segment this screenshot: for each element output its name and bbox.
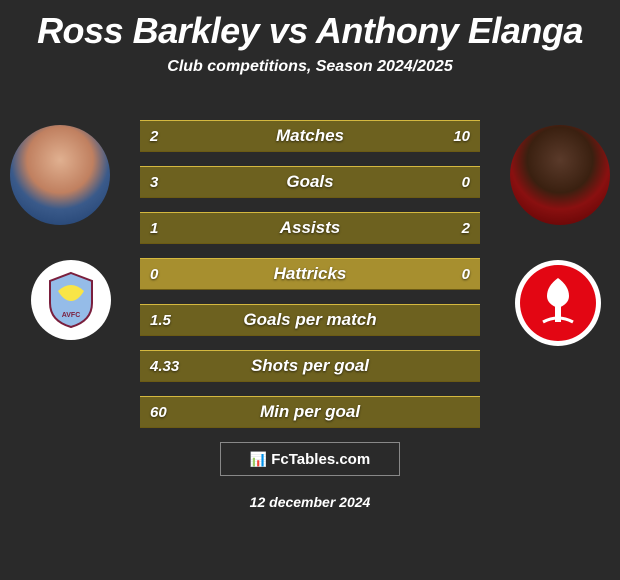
stat-row: 4.33Shots per goal bbox=[140, 350, 480, 382]
subtitle: Club competitions, Season 2024/2025 bbox=[0, 58, 620, 76]
avatar-placeholder bbox=[10, 125, 110, 225]
stat-value-right: 2 bbox=[420, 220, 480, 237]
stat-value-right: 10 bbox=[420, 128, 480, 145]
stat-value-left: 2 bbox=[140, 128, 200, 145]
nottingham-forest-crest-icon bbox=[519, 264, 597, 342]
player-left-avatar bbox=[10, 125, 110, 225]
page-title: Ross Barkley vs Anthony Elanga bbox=[0, 10, 620, 52]
stat-value-left: 1.5 bbox=[140, 312, 200, 329]
stat-label: Goals per match bbox=[200, 310, 420, 330]
stats-panel: 2Matches103Goals01Assists20Hattricks01.5… bbox=[140, 120, 480, 442]
stat-value-left: 0 bbox=[140, 266, 200, 283]
stat-value-left: 60 bbox=[140, 404, 200, 421]
stat-label: Shots per goal bbox=[200, 356, 420, 376]
stat-row: 1.5Goals per match bbox=[140, 304, 480, 336]
date-label: 12 december 2024 bbox=[250, 494, 371, 510]
stat-row: 0Hattricks0 bbox=[140, 258, 480, 290]
aston-villa-crest-icon: AVFC bbox=[40, 269, 102, 331]
avatar-placeholder bbox=[510, 125, 610, 225]
stat-row: 2Matches10 bbox=[140, 120, 480, 152]
branding-text: FcTables.com bbox=[271, 451, 370, 468]
stat-label: Min per goal bbox=[200, 402, 420, 422]
stat-value-left: 3 bbox=[140, 174, 200, 191]
stat-value-left: 1 bbox=[140, 220, 200, 237]
stat-value-right: 0 bbox=[420, 266, 480, 283]
branding-box: 📊 FcTables.com bbox=[220, 442, 400, 476]
stat-label: Assists bbox=[200, 218, 420, 238]
stat-label: Hattricks bbox=[200, 264, 420, 284]
stat-row: 60Min per goal bbox=[140, 396, 480, 428]
stat-row: 3Goals0 bbox=[140, 166, 480, 198]
stat-row: 1Assists2 bbox=[140, 212, 480, 244]
stat-label: Matches bbox=[200, 126, 420, 146]
stat-label: Goals bbox=[200, 172, 420, 192]
stat-value-left: 4.33 bbox=[140, 358, 200, 375]
club-crest-right bbox=[515, 260, 601, 346]
chart-icon: 📊 bbox=[250, 451, 267, 468]
stat-value-right: 0 bbox=[420, 174, 480, 191]
svg-text:AVFC: AVFC bbox=[62, 312, 81, 319]
player-right-avatar bbox=[510, 125, 610, 225]
club-crest-left: AVFC bbox=[31, 260, 111, 340]
